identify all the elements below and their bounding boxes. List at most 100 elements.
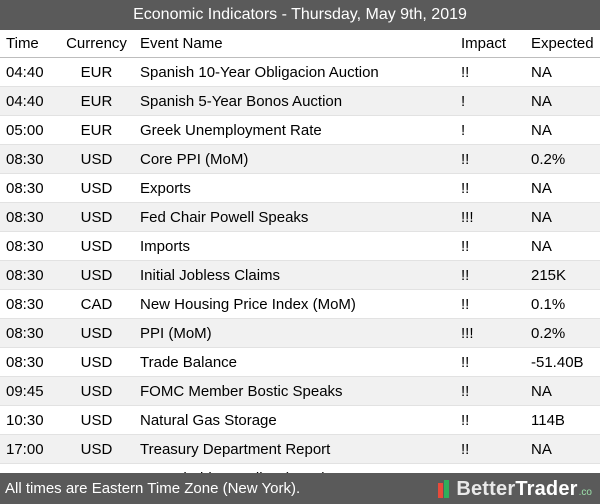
cell-expected: 215K xyxy=(525,260,600,290)
cell-impact: !! xyxy=(455,289,525,319)
table-row: 08:30 USD Exports!! NA xyxy=(0,173,600,203)
cell-currency: USD xyxy=(59,405,134,435)
column-header-time: Time xyxy=(0,30,59,58)
footer-bar: All times are Eastern Time Zone (New Yor… xyxy=(0,473,600,504)
cell-impact: !!! xyxy=(455,318,525,348)
cell-currency: CAD xyxy=(59,289,134,319)
column-header-expected: Expected xyxy=(525,30,600,58)
cell-impact: !! xyxy=(455,405,525,435)
table-row: 08:30 USD Core PPI (MoM)!! 0.2% xyxy=(0,144,600,174)
brand-logo: BetterTrader .co xyxy=(438,477,592,501)
cell-time: 08:30 xyxy=(0,202,59,232)
cell-impact: !! xyxy=(455,347,525,377)
cell-event-name: Exports xyxy=(134,173,455,203)
cell-currency: USD xyxy=(59,231,134,261)
cell-expected: 114B xyxy=(525,405,600,435)
page-title: Economic Indicators - Thursday, May 9th,… xyxy=(0,0,600,30)
cell-expected: NA xyxy=(525,173,600,203)
table-row: 08:30 USD PPI (MoM)!!! 0.2% xyxy=(0,318,600,348)
cell-time: 17:00 xyxy=(0,434,59,464)
cell-impact: !! xyxy=(455,173,525,203)
cell-time: 08:30 xyxy=(0,289,59,319)
cell-expected: 0.2% xyxy=(525,144,600,174)
cell-currency: USD xyxy=(59,434,134,464)
bar-chart-logo-icon xyxy=(438,480,452,498)
cell-time: 08:30 xyxy=(0,231,59,261)
cell-impact: !! xyxy=(455,144,525,174)
cell-event-name: Spanish 10-Year Obligacion Auction xyxy=(134,57,455,87)
table-row: 08:30 CAD New Housing Price Index (MoM)!! 0… xyxy=(0,289,600,319)
indicators-table: Time Currency Event Name Impact Expected… xyxy=(0,30,600,493)
cell-expected: NA xyxy=(525,231,600,261)
cell-time: 08:30 xyxy=(0,144,59,174)
cell-expected: NA xyxy=(525,434,600,464)
cell-event-name: Greek Unemployment Rate xyxy=(134,115,455,145)
cell-impact: !!! xyxy=(455,202,525,232)
cell-impact: ! xyxy=(455,115,525,145)
cell-event-name: FOMC Member Bostic Speaks xyxy=(134,376,455,406)
cell-event-name: New Housing Price Index (MoM) xyxy=(134,289,455,319)
cell-event-name: Core PPI (MoM) xyxy=(134,144,455,174)
cell-time: 04:40 xyxy=(0,86,59,116)
cell-expected: NA xyxy=(525,57,600,87)
cell-currency: USD xyxy=(59,376,134,406)
cell-time: 05:00 xyxy=(0,115,59,145)
cell-impact: !! xyxy=(455,376,525,406)
cell-currency: USD xyxy=(59,318,134,348)
cell-expected: -51.40B xyxy=(525,347,600,377)
cell-event-name: Initial Jobless Claims xyxy=(134,260,455,290)
column-header-event: Event Name xyxy=(134,30,455,58)
cell-time: 08:30 xyxy=(0,260,59,290)
cell-event-name: Natural Gas Storage xyxy=(134,405,455,435)
cell-event-name: Imports xyxy=(134,231,455,261)
cell-impact: !! xyxy=(455,57,525,87)
table-row: 05:00 EUR Greek Unemployment Rate! NA xyxy=(0,115,600,145)
cell-currency: USD xyxy=(59,347,134,377)
cell-impact: ! xyxy=(455,86,525,116)
cell-time: 10:30 xyxy=(0,405,59,435)
cell-currency: EUR xyxy=(59,115,134,145)
column-header-impact: Impact xyxy=(455,30,525,58)
timezone-note: All times are Eastern Time Zone (New Yor… xyxy=(5,480,301,497)
table-row: 04:40 EUR Spanish 10-Year Obligacion Aucti… xyxy=(0,57,600,87)
cell-currency: EUR xyxy=(59,57,134,87)
cell-impact: !! xyxy=(455,231,525,261)
cell-currency: EUR xyxy=(59,86,134,116)
table-row: 17:00 USD Treasury Department Report!! NA xyxy=(0,434,600,464)
table-row: 08:30 USD Initial Jobless Claims!! 215K xyxy=(0,260,600,290)
table-row: 08:30 USD Fed Chair Powell Speaks!!! NA xyxy=(0,202,600,232)
cell-time: 04:40 xyxy=(0,57,59,87)
cell-currency: USD xyxy=(59,260,134,290)
table-row: 09:45 USD FOMC Member Bostic Speaks!! NA xyxy=(0,376,600,406)
cell-currency: USD xyxy=(59,144,134,174)
cell-expected: NA xyxy=(525,86,600,116)
cell-event-name: PPI (MoM) xyxy=(134,318,455,348)
column-header-currency: Currency xyxy=(59,30,134,58)
table-header-row: Time Currency Event Name Impact Expected xyxy=(0,30,600,58)
cell-impact: !! xyxy=(455,434,525,464)
brand-tld: .co xyxy=(578,486,592,498)
cell-event-name: Spanish 5-Year Bonos Auction xyxy=(134,86,455,116)
brand-name: BetterTrader xyxy=(456,477,578,500)
cell-currency: USD xyxy=(59,173,134,203)
table-row: 10:30 USD Natural Gas Storage!! 114B xyxy=(0,405,600,435)
cell-expected: 0.1% xyxy=(525,289,600,319)
cell-expected: NA xyxy=(525,376,600,406)
table-body: 04:40 EUR Spanish 10-Year Obligacion Aucti… xyxy=(0,57,600,493)
cell-event-name: Treasury Department Report xyxy=(134,434,455,464)
cell-event-name: Fed Chair Powell Speaks xyxy=(134,202,455,232)
cell-currency: USD xyxy=(59,202,134,232)
table-row: 04:40 EUR Spanish 5-Year Bonos Auction! NA xyxy=(0,86,600,116)
cell-expected: NA xyxy=(525,115,600,145)
cell-time: 08:30 xyxy=(0,318,59,348)
cell-expected: NA xyxy=(525,202,600,232)
cell-expected: 0.2% xyxy=(525,318,600,348)
cell-event-name: Trade Balance xyxy=(134,347,455,377)
cell-time: 09:45 xyxy=(0,376,59,406)
cell-impact: !! xyxy=(455,260,525,290)
table-row: 08:30 USD Imports!! NA xyxy=(0,231,600,261)
table-row: 08:30 USD Trade Balance!! -51.40B xyxy=(0,347,600,377)
cell-time: 08:30 xyxy=(0,173,59,203)
cell-time: 08:30 xyxy=(0,347,59,377)
